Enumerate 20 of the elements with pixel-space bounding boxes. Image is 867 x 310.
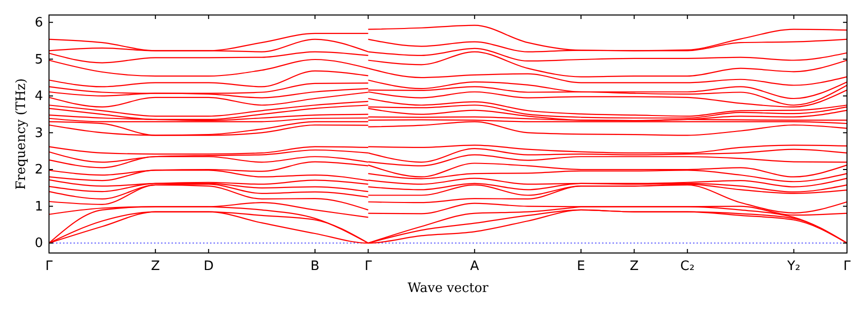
- x-tick-label: Γ: [364, 259, 373, 274]
- y-tick-label: 4: [34, 89, 43, 104]
- x-tick-label: D: [204, 259, 214, 274]
- x-tick-label: Γ: [843, 259, 852, 274]
- x-tick-label: Z: [150, 259, 160, 274]
- y-tick-label: 2: [34, 162, 43, 178]
- y-tick-label: 1: [34, 199, 43, 214]
- x-tick-label: E: [576, 259, 586, 274]
- y-tick-label: 0: [34, 236, 43, 252]
- y-tick-label: 5: [34, 52, 43, 68]
- x-axis-title: Wave vector: [408, 281, 490, 296]
- y-axis-title: Frequency (THz): [14, 78, 29, 190]
- x-tick-label: Y₂: [786, 259, 800, 274]
- y-tick-label: 6: [34, 16, 43, 31]
- x-tick-label: Γ: [45, 259, 54, 274]
- x-tick-label: Z: [630, 259, 639, 274]
- x-tick-label: C₂: [680, 259, 695, 274]
- y-tick-label: 3: [34, 126, 43, 141]
- x-tick-label: A: [470, 259, 480, 274]
- x-tick-label: B: [310, 259, 320, 274]
